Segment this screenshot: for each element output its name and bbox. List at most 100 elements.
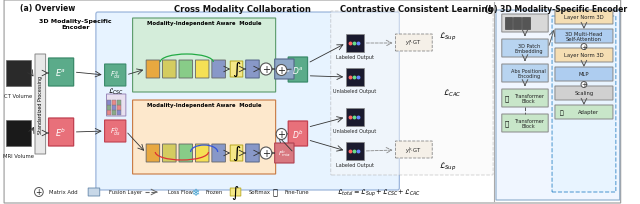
Bar bbox=[108, 110, 111, 115]
FancyBboxPatch shape bbox=[212, 144, 225, 162]
FancyBboxPatch shape bbox=[195, 61, 209, 79]
FancyBboxPatch shape bbox=[4, 1, 621, 203]
Bar bbox=[108, 101, 111, 105]
Bar bbox=[6, 61, 31, 86]
Text: Contrastive Consistent Learning: Contrastive Consistent Learning bbox=[340, 4, 493, 13]
Text: (a) Overview: (a) Overview bbox=[20, 4, 76, 13]
Text: $D^b$: $D^b$ bbox=[292, 128, 304, 140]
Text: (b) 3D Modality-Specific Encoder: (b) 3D Modality-Specific Encoder bbox=[485, 4, 627, 13]
Text: MLP: MLP bbox=[579, 72, 589, 77]
Text: Frozen: Frozen bbox=[205, 190, 222, 195]
Text: Loss Flow: Loss Flow bbox=[168, 190, 193, 195]
Circle shape bbox=[276, 65, 287, 76]
Circle shape bbox=[260, 147, 272, 159]
Text: $F^b_{mia}$: $F^b_{mia}$ bbox=[278, 148, 291, 159]
Text: Matrix Add: Matrix Add bbox=[49, 190, 78, 195]
Text: Fine-Tune: Fine-Tune bbox=[284, 190, 309, 195]
FancyBboxPatch shape bbox=[288, 58, 308, 83]
Text: Transformer
Block: Transformer Block bbox=[514, 93, 544, 104]
Text: 🔥: 🔥 bbox=[560, 110, 564, 115]
Text: 🔥: 🔥 bbox=[504, 95, 509, 102]
Text: Layer Norm 3D: Layer Norm 3D bbox=[564, 53, 604, 58]
FancyBboxPatch shape bbox=[555, 105, 613, 119]
Bar bbox=[346, 69, 364, 86]
FancyBboxPatch shape bbox=[555, 30, 613, 44]
FancyBboxPatch shape bbox=[275, 60, 294, 80]
FancyBboxPatch shape bbox=[146, 61, 159, 79]
FancyBboxPatch shape bbox=[230, 62, 243, 78]
Text: +: + bbox=[278, 66, 285, 76]
Text: $F^b_{ds}$: $F^b_{ds}$ bbox=[109, 125, 121, 138]
FancyBboxPatch shape bbox=[179, 61, 193, 79]
FancyBboxPatch shape bbox=[555, 86, 613, 101]
Text: $\mathcal{L}_{total} = \mathcal{L}_{Sup} + \mathcal{L}_{CSC} + \mathcal{L}_{CAC}: $\mathcal{L}_{total} = \mathcal{L}_{Sup}… bbox=[337, 186, 420, 198]
Bar bbox=[6, 120, 31, 146]
Text: Standardized Processing: Standardized Processing bbox=[38, 76, 43, 133]
Text: $F^a_{mia}$: $F^a_{mia}$ bbox=[278, 65, 291, 74]
Text: CT Volume: CT Volume bbox=[4, 94, 33, 99]
FancyBboxPatch shape bbox=[502, 90, 548, 108]
FancyBboxPatch shape bbox=[132, 19, 276, 93]
Bar bbox=[117, 110, 121, 115]
Circle shape bbox=[276, 129, 287, 140]
FancyBboxPatch shape bbox=[496, 11, 620, 200]
Text: 3D Multi-Head
Self-Attention: 3D Multi-Head Self-Attention bbox=[565, 31, 603, 42]
FancyBboxPatch shape bbox=[555, 49, 613, 63]
FancyBboxPatch shape bbox=[195, 144, 209, 162]
FancyBboxPatch shape bbox=[502, 15, 548, 33]
FancyBboxPatch shape bbox=[104, 120, 126, 142]
FancyBboxPatch shape bbox=[396, 141, 432, 158]
Text: 3D Modality-Specific
Encoder: 3D Modality-Specific Encoder bbox=[39, 19, 112, 30]
Text: Scaling: Scaling bbox=[574, 91, 593, 96]
Text: Unlabeled Output: Unlabeled Output bbox=[333, 89, 376, 94]
Text: +: + bbox=[278, 129, 285, 139]
Bar bbox=[346, 35, 364, 53]
Text: Labeled Output: Labeled Output bbox=[336, 163, 374, 168]
Bar bbox=[112, 105, 116, 110]
Circle shape bbox=[260, 64, 272, 76]
Text: Adapter: Adapter bbox=[578, 110, 599, 115]
FancyBboxPatch shape bbox=[146, 144, 159, 162]
FancyBboxPatch shape bbox=[331, 12, 493, 175]
Text: $y^b_l$·GT: $y^b_l$·GT bbox=[405, 144, 422, 155]
Text: +: + bbox=[262, 148, 270, 158]
FancyBboxPatch shape bbox=[106, 94, 126, 116]
FancyBboxPatch shape bbox=[35, 55, 45, 154]
Text: Abs Positional
Encoding: Abs Positional Encoding bbox=[511, 68, 547, 79]
Text: Modality-Independent Aware  Module: Modality-Independent Aware Module bbox=[147, 21, 261, 26]
Text: $\int$: $\int$ bbox=[232, 61, 241, 79]
FancyBboxPatch shape bbox=[49, 118, 74, 146]
Bar bbox=[112, 110, 116, 115]
Text: +: + bbox=[262, 65, 270, 75]
Text: $y^a_l$·GT: $y^a_l$·GT bbox=[405, 39, 422, 48]
Text: $\int$: $\int$ bbox=[232, 144, 241, 162]
FancyBboxPatch shape bbox=[552, 17, 616, 192]
FancyBboxPatch shape bbox=[212, 61, 225, 79]
Text: Cross Modality Collaboration: Cross Modality Collaboration bbox=[174, 4, 311, 13]
Text: Softmax: Softmax bbox=[248, 190, 271, 195]
FancyBboxPatch shape bbox=[96, 13, 399, 190]
FancyBboxPatch shape bbox=[246, 144, 259, 162]
Text: MRI Volume: MRI Volume bbox=[3, 154, 34, 159]
Text: +: + bbox=[581, 82, 587, 88]
Bar bbox=[505, 18, 513, 30]
Text: Layer Norm 3D: Layer Norm 3D bbox=[564, 16, 604, 20]
FancyBboxPatch shape bbox=[555, 11, 613, 25]
Text: Unlabeled Output: Unlabeled Output bbox=[333, 129, 376, 134]
FancyBboxPatch shape bbox=[502, 65, 548, 83]
FancyBboxPatch shape bbox=[502, 40, 548, 58]
Text: +: + bbox=[581, 44, 587, 50]
Bar bbox=[346, 109, 364, 126]
FancyBboxPatch shape bbox=[555, 68, 613, 82]
Bar bbox=[117, 101, 121, 105]
FancyBboxPatch shape bbox=[246, 61, 259, 79]
Text: $\mathcal{L}_{CSC}$: $\mathcal{L}_{CSC}$ bbox=[108, 86, 124, 97]
Bar bbox=[522, 18, 530, 30]
FancyBboxPatch shape bbox=[163, 144, 176, 162]
Text: $\mathcal{L}_{Sup}$: $\mathcal{L}_{Sup}$ bbox=[439, 31, 456, 43]
FancyBboxPatch shape bbox=[163, 61, 176, 79]
Text: ❄: ❄ bbox=[191, 187, 200, 197]
FancyBboxPatch shape bbox=[502, 114, 548, 132]
FancyBboxPatch shape bbox=[132, 101, 276, 174]
FancyBboxPatch shape bbox=[230, 145, 243, 161]
